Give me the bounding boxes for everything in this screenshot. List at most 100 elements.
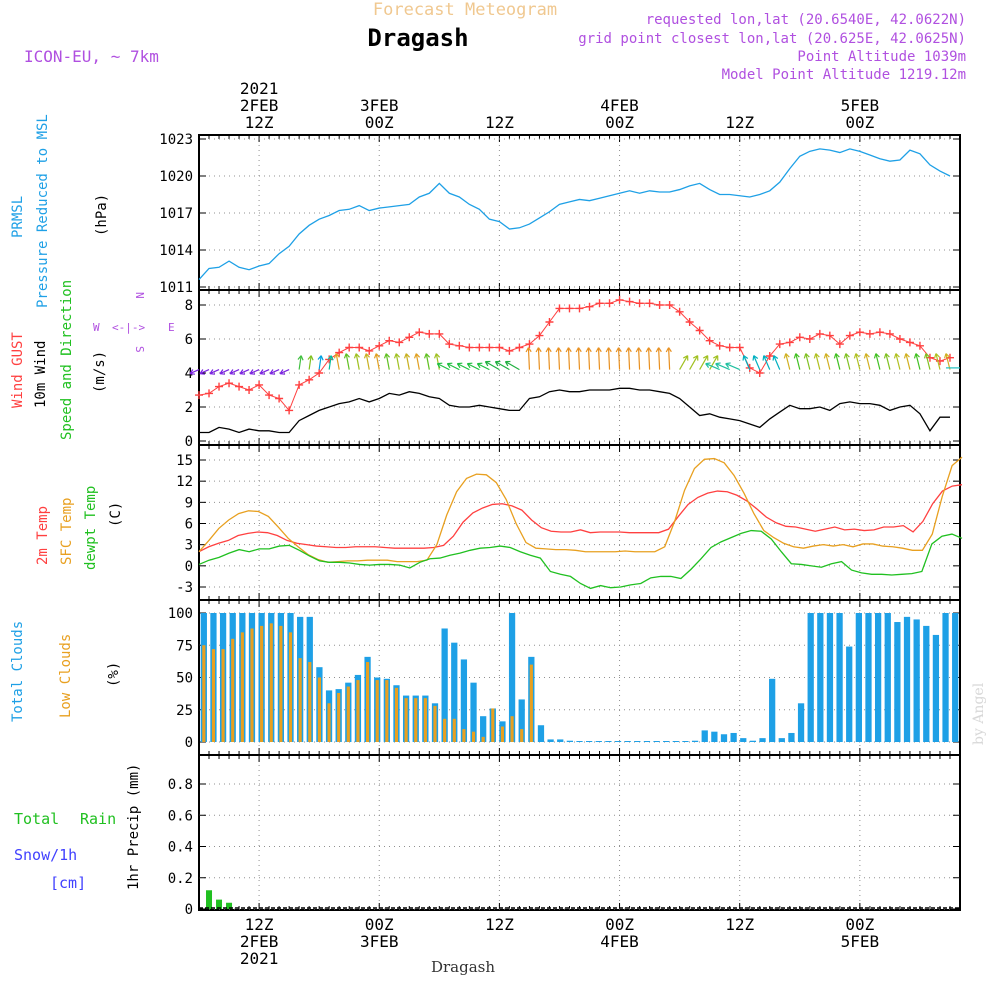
requested-coords: requested lon,lat (20.6540E, 42.0622N) [646,12,966,28]
gust-marker [705,336,714,345]
time-axis-label: 4FEB [600,96,639,115]
wind-direction-arrowhead [545,347,552,353]
total-cloud-bar [874,613,882,742]
wind-direction-arrowhead [883,353,890,359]
total-cloud-bar [846,646,853,742]
gust-marker [885,329,894,338]
panel-frame-precip [198,754,961,911]
watermark: by Angel [971,682,987,745]
wind-direction-arrow [239,369,250,375]
total-cloud-bar [817,613,824,742]
wind-direction-arrow [328,355,332,370]
gust-marker [505,346,514,355]
pressure-line [198,148,951,281]
time-axis-label: 12Z [245,915,274,934]
gust-marker [595,299,604,308]
low-cloud-bar [500,726,505,742]
total-cloud-bar [807,613,814,742]
low-cloud-bar [375,680,379,742]
time-axis-label: 2FEB [240,932,279,951]
wind-direction-arrow [259,369,270,375]
wind-direction-arrowhead [893,353,900,359]
y-tick-label: 0 [185,735,193,751]
wind-direction-arrow [905,353,911,370]
y-tick-label: 50 [176,671,193,687]
total-cloud-bar [653,741,660,742]
wind-direction-arrow [557,347,561,370]
gust-marker [785,338,794,347]
low-cloud-bar [452,718,456,742]
gust-marker [475,343,484,352]
time-axis-label: 12Z [725,113,754,132]
wind-direction-arrow [229,369,240,375]
time-axis-label: 00Z [365,113,394,132]
gust-marker [225,379,234,388]
wind-direction-arrow [925,353,931,370]
total-cloud-bar [470,682,477,742]
low-cloud-bar [443,718,447,742]
panel-pressure: 1011 1014 1017 1020 1023 [159,132,961,296]
total-cloud-bar [740,738,747,742]
y-tick-label: 0 [185,902,193,918]
y-tick-label: 0 [185,559,193,575]
wind-direction-arrowhead [713,355,719,361]
gust-marker [265,391,274,400]
time-axis-label: 00Z [365,915,394,934]
temp-label-sfc: SFC Temp [59,498,75,565]
time-axis-label: 4FEB [600,932,639,951]
wind-direction-arrowhead [625,347,632,353]
wind-direction-arrow [527,347,531,370]
total-cloud-bar [682,741,689,742]
model-name: ICON-EU, ~ 7km [24,47,159,66]
wind-direction-arrowhead [317,355,324,361]
y-tick-label: 100 [168,606,193,622]
low-cloud-bar [423,698,427,742]
wind-direction-arrow [447,363,460,371]
y-tick-label: 0 [185,434,193,450]
wind-direction-arrowhead [605,347,612,353]
gust-marker [755,369,764,377]
temp-2m-line [198,484,963,553]
wind-direction-arrowhead [189,369,196,375]
wind-direction-arrow [437,363,450,371]
wind-direction-arrowhead [833,353,840,359]
rain-bar [216,899,223,909]
pressure-label-unit: (hPa) [94,194,110,236]
cloud-labels: Total Clouds Low Clouds (%) [10,621,122,722]
wind-direction-arrowhead [363,353,370,359]
y-tick-label: 0.6 [168,808,193,824]
wind-direction-arrow [318,355,322,370]
wind-label-unit: (m/s) [92,351,108,393]
wind-direction-arrowhead [575,347,582,353]
low-cloud-bar [491,708,495,742]
wind-direction-arrow [587,347,591,370]
time-axis-label: 2021 [240,949,279,968]
low-cloud-bar [298,658,302,742]
wind-direction-arrowhead [923,353,930,359]
wind-direction-arrowhead [484,360,491,367]
total-cloud-bar [537,725,545,742]
gust-marker [375,341,384,350]
wind-direction-arrowhead [476,362,483,369]
wind-direction-arrowhead [504,360,511,367]
wind-direction-arrow [668,347,671,370]
total-cloud-bar [865,613,872,742]
compass-east: E [168,321,175,334]
gust-marker [455,341,464,350]
gust-marker [665,301,674,309]
pressure-labels: PRMSL Pressure Reduced to MSL (hPa) [10,114,110,308]
y-tick-label: 1020 [159,169,193,185]
wind-direction-arrow [547,347,551,370]
temp-label-2m: 2m Temp [35,506,51,565]
time-axis-label: 3FEB [360,96,399,115]
wind-direction-arrow [785,353,791,370]
wind-direction-arrow [845,353,851,370]
wind-direction-arrowhead [555,347,562,353]
y-tick-label: 2 [185,400,193,416]
low-cloud-bar [202,645,206,742]
gust-marker [605,299,614,308]
gust-marker [575,304,584,313]
total-cloud-bar [508,613,516,742]
cloud-label-low: Low Clouds [58,634,74,718]
